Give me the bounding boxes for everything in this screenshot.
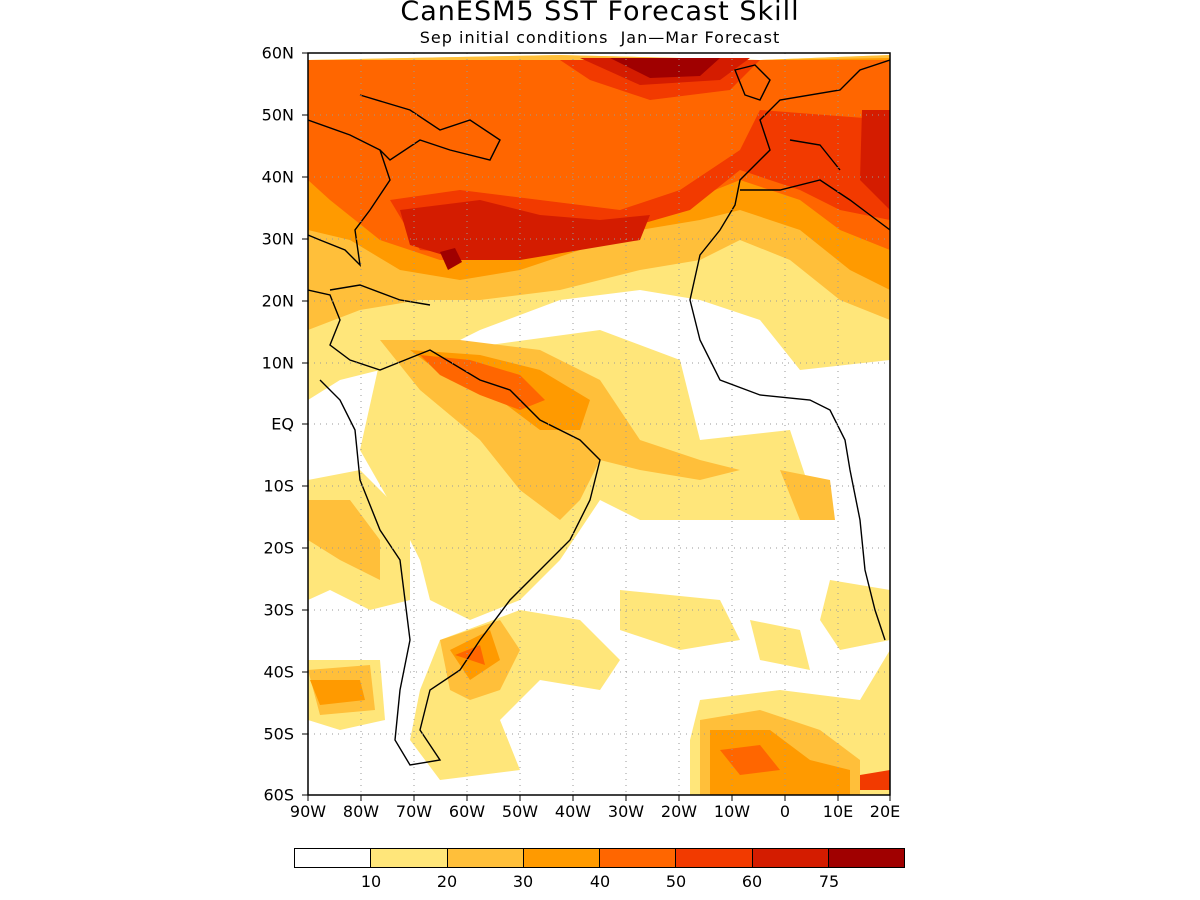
lon-label-30w: 30W [607,802,645,821]
lat-label-20n: 20N [261,291,294,311]
colorbar-swatch [371,849,448,867]
lon-label-20w: 20W [660,802,698,821]
colorbar-swatch [752,849,829,867]
colorbar-swatch [523,849,600,867]
lat-label-50s: 50S [263,724,294,744]
lat-label-40s: 40S [263,662,294,682]
lat-label-30n: 30N [261,229,294,249]
lat-label-20s: 20S [263,538,294,558]
lon-label-10e: 10E [822,802,854,821]
colorbar-label: 50 [665,872,687,891]
colorbar-label: 20 [436,872,458,891]
lat-label-60n: 60N [261,43,294,63]
colorbar-label: 10 [360,872,382,891]
chart-subtitle: Sep initial conditions Jan—Mar Forecast [419,28,781,47]
colorbar-swatch [676,849,753,867]
lat-label-50n: 50N [261,105,294,125]
axis-ticks [302,52,891,801]
lon-label-80w: 80W [342,802,380,821]
lon-label-10w: 10W [713,802,751,821]
lon-label-60w: 60W [448,802,486,821]
colorbar-swatch [447,849,524,867]
lat-label-40n: 40N [261,167,294,187]
colorbar-label: 60 [741,872,763,891]
colorbar-swatch [600,849,677,867]
colorbar-swatch [828,849,904,867]
lat-label-30s: 30S [263,600,294,620]
lon-label-40w: 40W [554,802,592,821]
colorbar-label: 30 [512,872,534,891]
lon-label-0: 0 [779,802,791,821]
colorbar [294,848,905,868]
skill-shading [308,55,890,795]
coastlines [308,59,890,766]
lat-label-eq: EQ [271,414,294,434]
lat-label-10s: 10S [263,476,294,496]
graticule [308,53,890,795]
lon-label-90w: 90W [289,802,327,821]
lon-label-20e: 20E [869,802,901,821]
colorbar-label: 75 [818,872,840,891]
lon-label-70w: 70W [395,802,433,821]
lat-label-60s: 60S [263,785,294,805]
chart-title: CanESM5 SST Forecast Skill [400,0,800,27]
colorbar-swatch [295,849,372,867]
lat-label-10n: 10N [261,353,294,373]
lon-label-50w: 50W [501,802,539,821]
colorbar-label: 40 [589,872,611,891]
